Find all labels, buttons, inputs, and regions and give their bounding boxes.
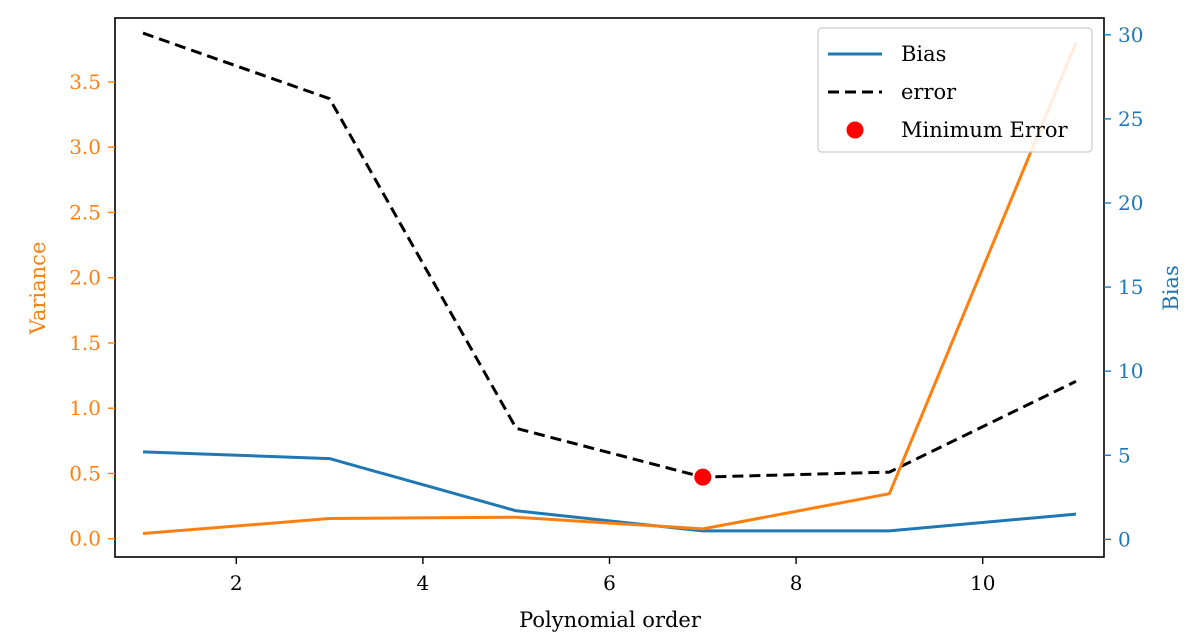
right-y-tick-label: 20 xyxy=(1118,191,1143,215)
legend: Bias error Minimum Error xyxy=(817,27,1093,153)
series-line-bias xyxy=(142,450,1077,533)
minimum-error-marker xyxy=(694,468,712,486)
x-tick-label: 6 xyxy=(603,571,616,595)
right-y-axis: 0 5 10 15 20 25 30 xyxy=(1104,23,1143,551)
x-tick-label: 10 xyxy=(970,571,995,595)
legend-label: error xyxy=(901,80,957,104)
left-y-axis: 0.0 0.5 1.0 1.5 2.0 2.5 3.0 3.5 xyxy=(69,70,115,551)
left-y-tick-label: 3.0 xyxy=(69,135,101,159)
legend-label: Bias xyxy=(901,42,946,66)
left-y-tick-label: 0.5 xyxy=(69,461,101,485)
x-tick-label: 2 xyxy=(230,571,243,595)
right-y-tick-label: 5 xyxy=(1118,443,1131,467)
right-y-tick-label: 10 xyxy=(1118,359,1143,383)
right-y-tick-label: 30 xyxy=(1118,23,1143,47)
x-tick-label: 8 xyxy=(790,571,803,595)
plot-lines xyxy=(142,31,1078,535)
left-y-tick-label: 3.5 xyxy=(69,70,101,94)
series-line-error xyxy=(142,31,1077,479)
right-y-axis-label: Bias xyxy=(1159,265,1183,310)
x-tick-label: 4 xyxy=(417,571,430,595)
right-y-tick-label: 0 xyxy=(1118,527,1131,551)
legend-marker-minimum-error xyxy=(846,121,864,139)
right-y-tick-label: 25 xyxy=(1118,107,1143,131)
left-y-tick-label: 1.0 xyxy=(69,396,101,420)
left-y-axis-label: Variance xyxy=(26,242,50,336)
legend-box xyxy=(817,27,1093,153)
left-y-tick-label: 2.5 xyxy=(69,200,101,224)
x-axis-label: Polynomial order xyxy=(519,608,702,632)
left-y-tick-label: 2.0 xyxy=(69,266,101,290)
legend-label: Minimum Error xyxy=(901,118,1069,142)
left-y-tick-label: 1.5 xyxy=(69,331,101,355)
right-y-tick-label: 15 xyxy=(1118,275,1143,299)
series-line-variance xyxy=(142,42,1078,535)
x-axis: 2 4 6 8 10 xyxy=(230,557,995,595)
left-y-tick-label: 0.0 xyxy=(69,527,101,551)
